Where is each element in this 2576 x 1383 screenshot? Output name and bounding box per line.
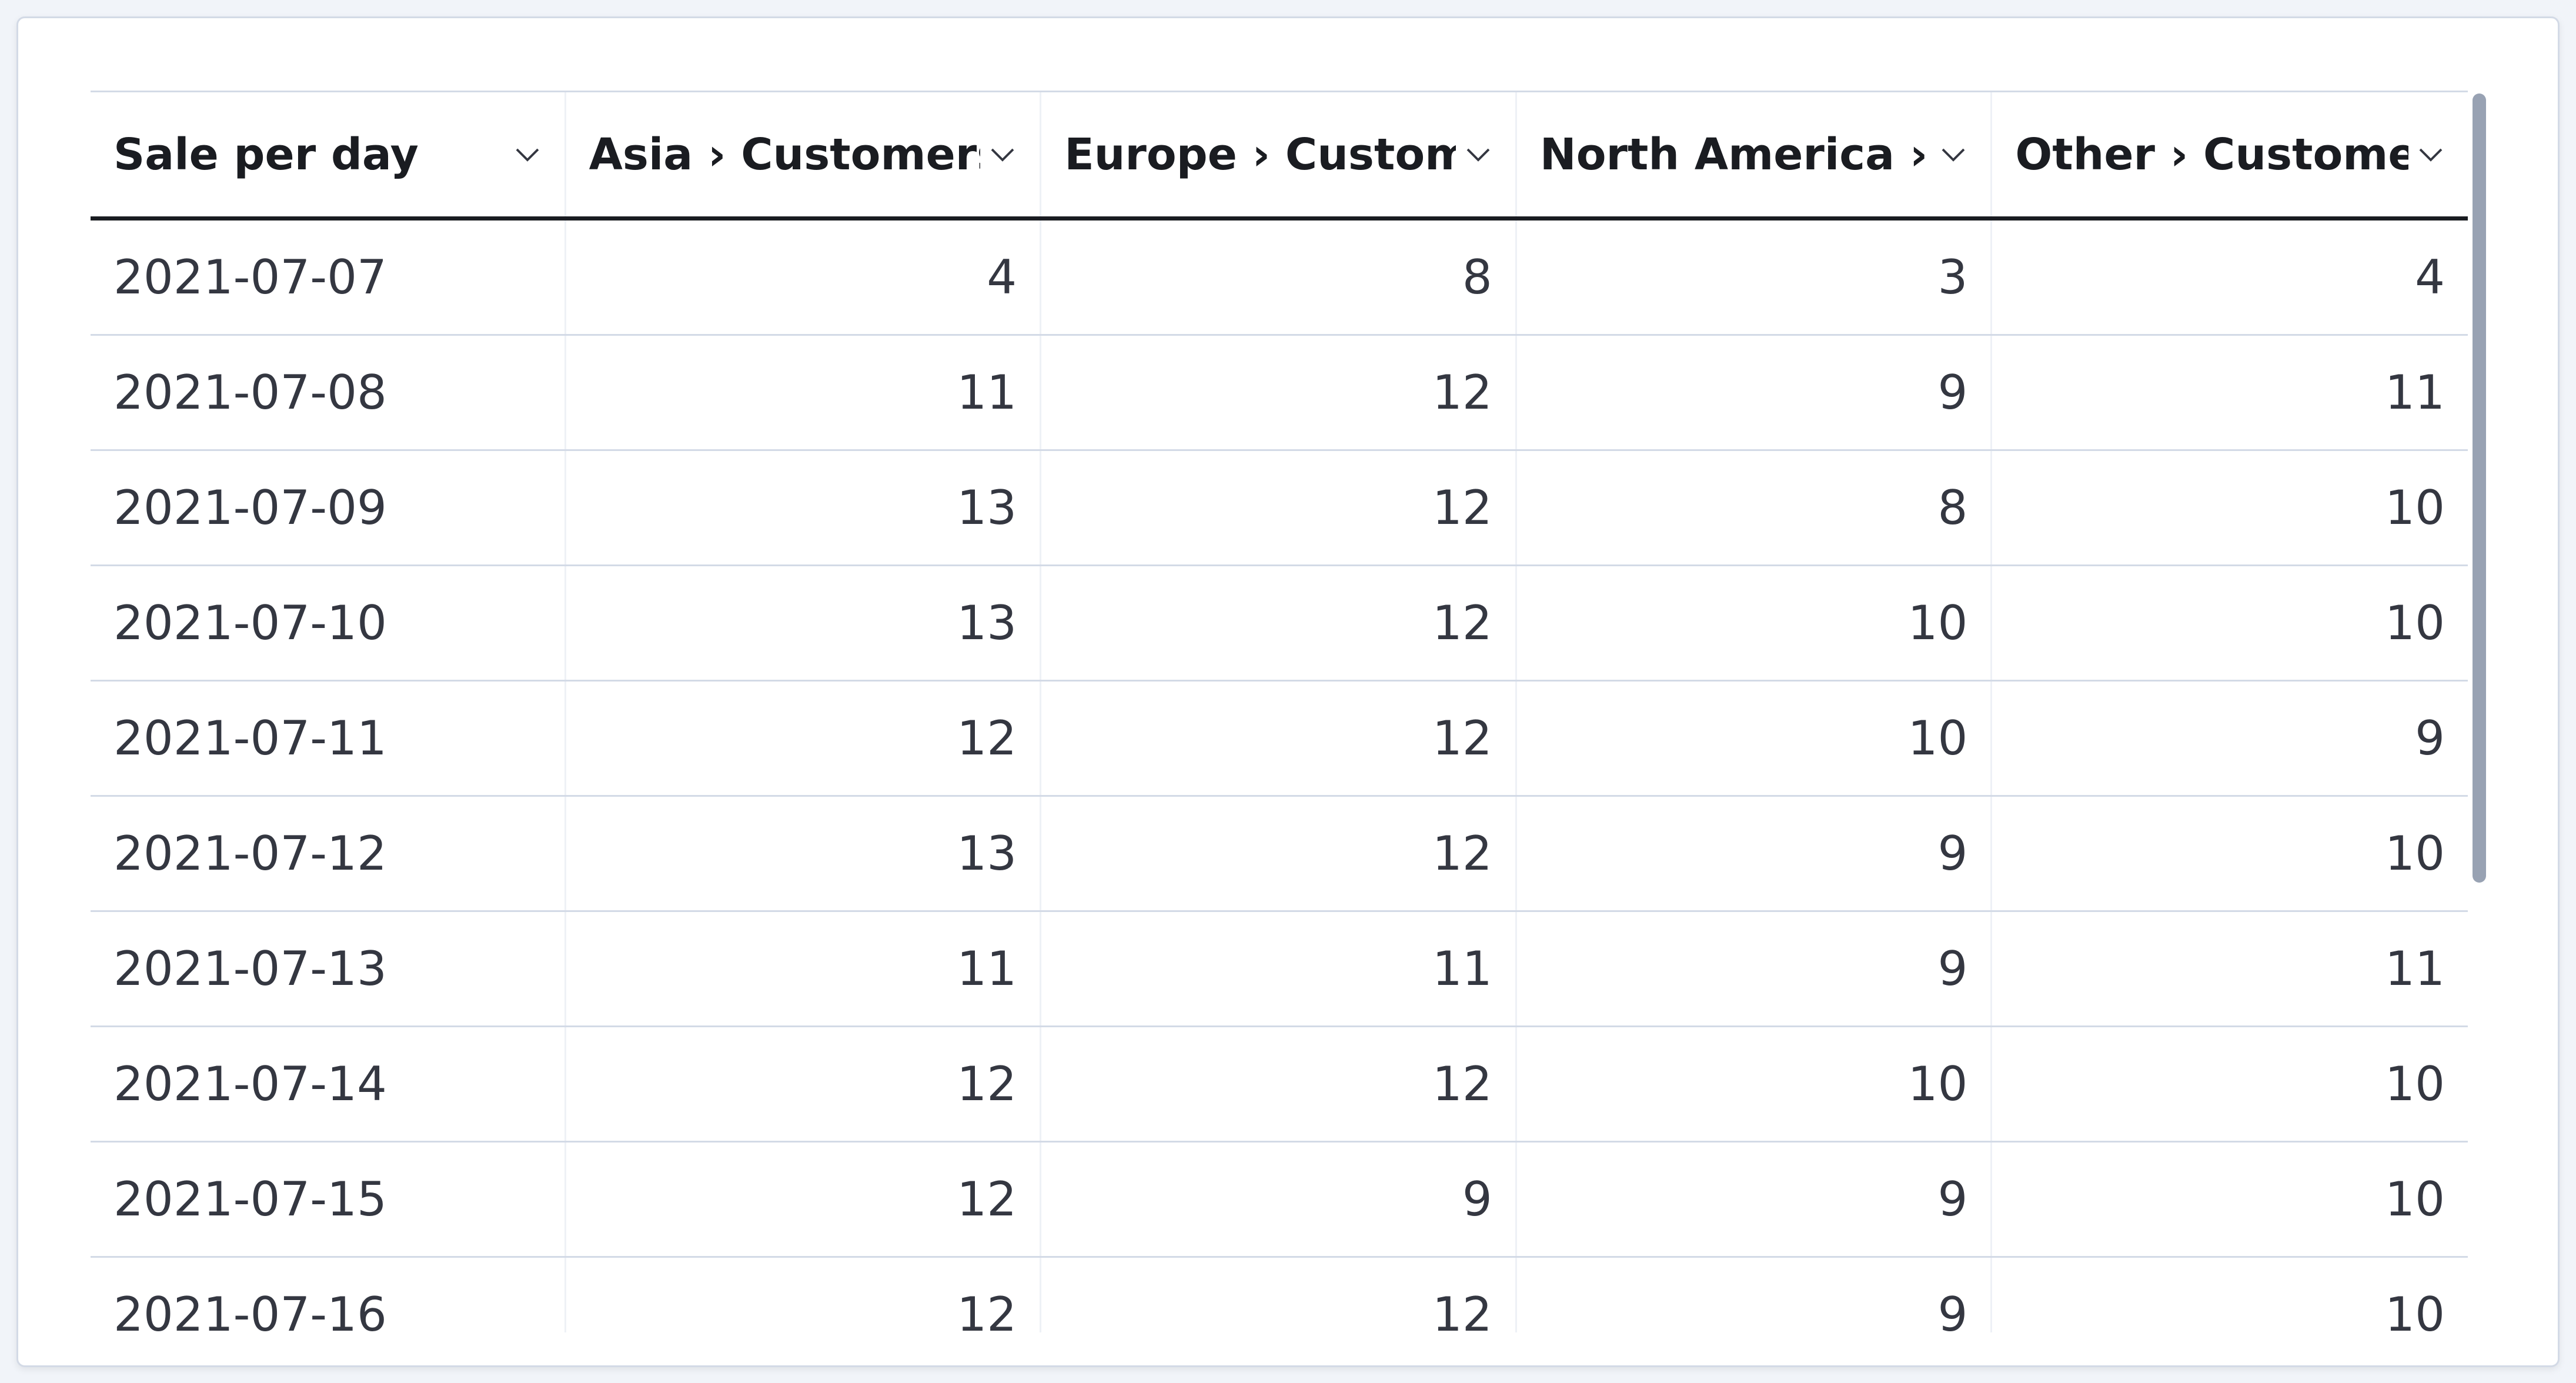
cell: 2021-07-08	[91, 336, 566, 449]
cell: 2021-07-12	[91, 797, 566, 910]
sort-chevron[interactable]	[1464, 141, 1492, 169]
cell: 10	[1517, 682, 1993, 795]
cell: 9	[1517, 336, 1993, 449]
column-title: Europe › Custom	[1064, 129, 1456, 180]
cell: 11	[2385, 365, 2445, 420]
cell: 12	[1041, 1027, 1517, 1141]
data-row: 2021-07-15 12 9 9 10	[91, 1143, 2468, 1258]
cell: 2021-07-10	[91, 566, 566, 680]
cell: 10	[2385, 826, 2445, 881]
cell: 2021-07-13	[91, 912, 566, 1025]
cell: 2021-07-16	[91, 1258, 566, 1332]
data-row: 2021-07-11 12 12 10 9	[91, 682, 2468, 797]
cell: 12	[566, 1258, 1042, 1332]
cell: 8	[1041, 221, 1517, 334]
cell: 13	[566, 566, 1042, 680]
data-row: 2021-07-12 13 12 9 10	[91, 797, 2468, 912]
cell: 12	[1041, 797, 1517, 910]
cell: 4	[2415, 250, 2445, 305]
column-header[interactable]: Asia › Customers	[566, 92, 1042, 216]
cell: 10	[1517, 1027, 1993, 1141]
cell: 9	[1517, 797, 1993, 910]
column-header[interactable]: Sale per day	[91, 92, 566, 216]
data-grid: Sale per day Asia › Customers Europe › Cus…	[91, 91, 2468, 1332]
cell: 10	[2385, 1057, 2445, 1111]
cell: 10	[2385, 596, 2445, 650]
cell: 2021-07-15	[91, 1143, 566, 1256]
cell: 11	[1041, 912, 1517, 1025]
cell: 13	[566, 451, 1042, 564]
data-row: 2021-07-09 13 12 8 10	[91, 451, 2468, 566]
cell: 2021-07-09	[91, 451, 566, 564]
sort-chevron[interactable]	[513, 141, 542, 169]
cell: 12	[1041, 336, 1517, 449]
cell: 12	[566, 1143, 1042, 1256]
data-row: 2021-07-13 11 11 9 11	[91, 912, 2468, 1027]
cell: 12	[1041, 566, 1517, 680]
column-header[interactable]: Europe › Custom	[1041, 92, 1517, 216]
data-grid-panel: Sale per day Asia › Customers Europe › Cus…	[16, 16, 2560, 1367]
cell: 9	[1517, 912, 1993, 1025]
cell: 10	[2385, 480, 2445, 535]
column-title: Other › Custome	[2015, 129, 2408, 180]
cell: 10	[2385, 1172, 2445, 1227]
column-header[interactable]: Other › Custome	[1992, 92, 2468, 216]
cell: 12	[566, 682, 1042, 795]
data-row: 2021-07-07 4 8 3 4	[91, 221, 2468, 336]
data-row: 2021-07-16 12 12 9 10	[91, 1258, 2468, 1332]
cell: 9	[2415, 711, 2445, 766]
cell: 11	[566, 912, 1042, 1025]
cell: 9	[1517, 1143, 1993, 1256]
cell: 12	[566, 1027, 1042, 1141]
cell: 11	[566, 336, 1042, 449]
cell: 12	[1041, 682, 1517, 795]
data-row: 2021-07-14 12 12 10 10	[91, 1027, 2468, 1143]
cell: 9	[1517, 1258, 1993, 1332]
sort-chevron[interactable]	[2417, 141, 2445, 169]
cell: 2021-07-11	[91, 682, 566, 795]
cell: 12	[1041, 1258, 1517, 1332]
data-row: 2021-07-08 11 12 9 11	[91, 336, 2468, 451]
cell: 2021-07-07	[91, 221, 566, 334]
cell: 11	[2385, 941, 2445, 996]
column-title: North America ›	[1539, 129, 1928, 180]
scrollbar[interactable]	[2473, 93, 2486, 883]
cell: 3	[1517, 221, 1993, 334]
cell: 12	[1041, 451, 1517, 564]
header-row: Sale per day Asia › Customers Europe › Cus…	[91, 92, 2468, 221]
column-title: Sale per day	[113, 129, 419, 180]
sort-chevron[interactable]	[1939, 141, 1967, 169]
data-row: 2021-07-10 13 12 10 10	[91, 566, 2468, 682]
column-header[interactable]: North America ›	[1517, 92, 1993, 216]
cell: 13	[566, 797, 1042, 910]
cell: 10	[1517, 566, 1993, 680]
cell: 9	[1041, 1143, 1517, 1256]
cell: 10	[2385, 1287, 2445, 1332]
cell: 8	[1517, 451, 1993, 564]
sort-chevron[interactable]	[988, 141, 1017, 169]
column-title: Asia › Customers	[589, 129, 981, 180]
cell: 4	[566, 221, 1042, 334]
cell: 2021-07-14	[91, 1027, 566, 1141]
